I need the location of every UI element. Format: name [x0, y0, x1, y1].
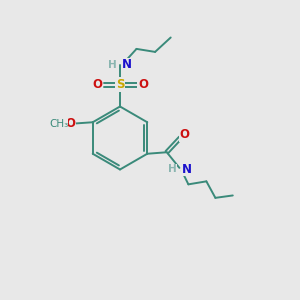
- Text: H: H: [168, 164, 177, 174]
- Text: CH₃: CH₃: [49, 119, 68, 129]
- Text: N: N: [122, 58, 132, 71]
- Text: O: O: [65, 117, 75, 130]
- Text: O: O: [138, 78, 148, 92]
- Text: O: O: [92, 78, 102, 92]
- Text: H: H: [108, 59, 117, 70]
- Text: S: S: [116, 78, 124, 92]
- Text: O: O: [179, 128, 190, 141]
- Text: N: N: [182, 163, 192, 176]
